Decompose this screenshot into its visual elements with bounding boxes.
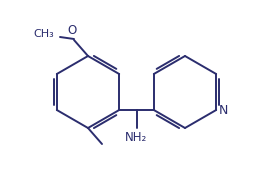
Text: NH₂: NH₂	[125, 131, 148, 144]
Text: CH₃: CH₃	[33, 29, 54, 39]
Text: O: O	[67, 24, 77, 37]
Text: N: N	[219, 104, 229, 117]
